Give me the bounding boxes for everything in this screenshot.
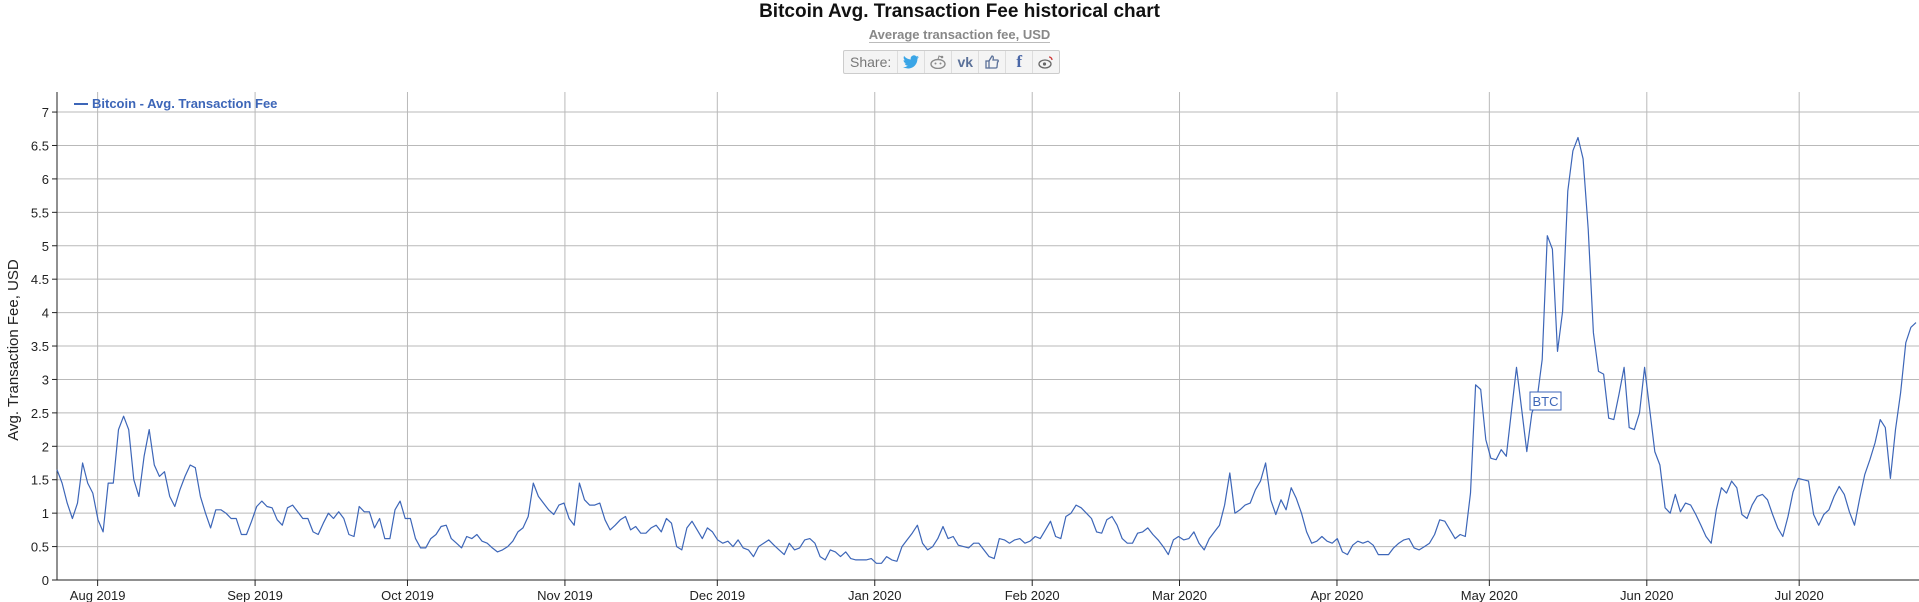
y-tick-label: 2.5 <box>31 406 49 421</box>
y-tick-label: 1.5 <box>31 473 49 488</box>
x-tick-label: Sep 2019 <box>227 588 283 602</box>
share-label: Share: <box>850 54 892 70</box>
y-tick-label: 6.5 <box>31 138 49 153</box>
y-tick-label: 0 <box>42 573 49 588</box>
like-icon[interactable] <box>978 51 1005 73</box>
y-tick-label: 2 <box>42 439 49 454</box>
x-tick-label: Oct 2019 <box>381 588 434 602</box>
series-line[interactable] <box>56 136 1917 564</box>
y-tick-label: 3.5 <box>31 339 49 354</box>
vk-icon[interactable]: vk <box>951 51 978 73</box>
annotation-flag[interactable] <box>1529 391 1562 411</box>
y-tick-label: 1 <box>42 506 49 521</box>
y-tick-label: 6 <box>42 172 49 187</box>
series-layer <box>56 136 1917 564</box>
weibo-icon[interactable] <box>1032 51 1059 73</box>
x-tick-label: May 2020 <box>1461 588 1518 602</box>
x-tick-label: Jan 2020 <box>848 588 902 602</box>
y-tick-label: 4 <box>42 306 49 321</box>
y-axis-label: Avg. Transaction Fee, USD <box>5 259 22 441</box>
legend[interactable]: Bitcoin - Avg. Transaction Fee <box>74 96 277 111</box>
y-tick-label: 3 <box>42 372 49 387</box>
axis-layer: 0 0.5 1 1.5 2 2.5 3 3.5 4 4.5 5 5.5 6 6.5 7 Aug 2019 Sep… <box>31 92 1919 602</box>
share-bar: Share: vk f <box>843 50 1061 74</box>
chart-title: Bitcoin Avg. Transaction Fee historical … <box>759 1 1160 22</box>
annotation-layer: BTC <box>1529 391 1562 411</box>
x-tick-label: Feb 2020 <box>1005 588 1060 602</box>
y-tick-label: 7 <box>42 105 49 120</box>
y-tick-label: 5.5 <box>31 205 49 220</box>
x-tick-label: Jul 2020 <box>1775 588 1824 602</box>
subtitle-link[interactable]: Average transaction fee, USD <box>868 27 1051 43</box>
grid-layer <box>57 92 1919 581</box>
y-tick-label: 5 <box>42 239 49 254</box>
legend-label[interactable]: Bitcoin - Avg. Transaction Fee <box>92 96 277 111</box>
y-tick-label: 4.5 <box>31 272 49 287</box>
annotation-label: BTC <box>1533 394 1559 409</box>
x-tick-label: Nov 2019 <box>537 588 593 602</box>
y-tick-label: 0.5 <box>31 540 49 555</box>
x-tick-label: Apr 2020 <box>1311 588 1364 602</box>
chart-subtitle[interactable]: Average transaction fee, USD <box>0 27 1919 43</box>
x-tick-label: Mar 2020 <box>1152 588 1207 602</box>
x-tick-label: Dec 2019 <box>689 588 745 602</box>
x-tick-label: Aug 2019 <box>70 588 126 602</box>
twitter-icon[interactable] <box>897 51 924 73</box>
facebook-icon[interactable]: f <box>1005 51 1032 73</box>
reddit-icon[interactable] <box>924 51 951 73</box>
x-tick-label: Jun 2020 <box>1620 588 1674 602</box>
